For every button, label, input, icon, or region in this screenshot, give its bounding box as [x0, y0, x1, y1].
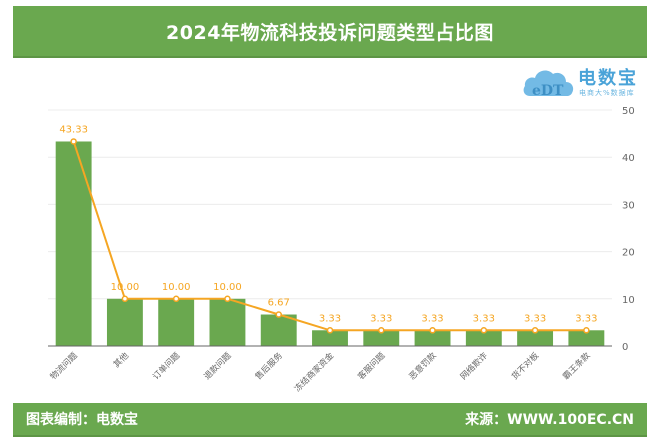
- cloud-logo-icon: eDT: [523, 70, 574, 99]
- y-tick-label: 10: [622, 295, 635, 306]
- footer-banner: 图表编制：电数宝 来源：WWW.100EC.CN: [13, 403, 647, 437]
- chart-title: 2024年物流科技投诉问题类型占比图: [166, 21, 494, 44]
- line-point: [70, 138, 77, 145]
- bar: [568, 330, 605, 346]
- y-tick-label: 0: [622, 342, 628, 353]
- line-point: [172, 295, 180, 303]
- x-tick-label: 退款问题: [202, 350, 234, 382]
- data-label: 10.00: [213, 282, 242, 293]
- x-tick-label: 售后服务: [253, 350, 285, 382]
- bar: [158, 298, 195, 346]
- x-tick-label: 冻结商家资金: [292, 350, 336, 394]
- line-point: [224, 295, 231, 303]
- logo-brand-text: 电数宝: [578, 68, 638, 89]
- bar: [414, 330, 451, 346]
- y-tick-label: 50: [622, 106, 635, 117]
- x-tick-label: 物流问题: [48, 350, 80, 382]
- x-tick-label: 网络欺诈: [458, 350, 490, 382]
- line-point: [429, 327, 436, 334]
- bar: [209, 298, 246, 346]
- chart-title-banner: 2024年物流科技投诉问题类型占比图: [13, 6, 647, 58]
- bar: [260, 314, 297, 346]
- bar: [312, 330, 348, 346]
- line-point: [275, 311, 282, 318]
- logo-subtitle: 电商大%数据库: [579, 89, 635, 97]
- data-label: 10.00: [162, 282, 191, 293]
- y-tick-label: 30: [622, 200, 635, 211]
- data-label: 43.33: [59, 124, 88, 135]
- data-label: 10.00: [111, 282, 140, 293]
- y-tick-label: 40: [622, 153, 635, 164]
- y-tick-label: 20: [622, 248, 635, 259]
- x-tick-label: 货不对板: [509, 350, 541, 382]
- line-point: [326, 327, 334, 334]
- data-source: 来源：WWW.100EC.CN: [465, 412, 634, 428]
- x-tick-label: 客服问题: [356, 350, 388, 382]
- chart-credit: 图表编制：电数宝: [26, 412, 138, 428]
- data-label: 3.33: [370, 313, 392, 324]
- x-tick-label: 恶意罚款: [407, 350, 439, 382]
- line-point: [583, 327, 590, 334]
- bar: [55, 141, 92, 346]
- bar: [363, 330, 400, 346]
- line-point: [531, 327, 539, 334]
- trend-line: [72, 141, 587, 332]
- line-point: [378, 327, 385, 334]
- data-label: 3.33: [524, 313, 546, 324]
- bar: [106, 298, 143, 346]
- x-tick-label: 其他: [111, 350, 131, 370]
- data-label: 3.33: [421, 313, 443, 324]
- data-label: 3.33: [473, 313, 495, 324]
- line-point: [480, 327, 488, 334]
- bar: [517, 330, 554, 346]
- bar: [465, 330, 502, 346]
- line-point: [121, 295, 129, 303]
- data-label: 3.33: [575, 313, 597, 324]
- svg-text:eDT: eDT: [532, 83, 564, 99]
- brand-logo: eDT 电数宝 电商大%数据库: [522, 62, 652, 102]
- x-tick-label: 订单问题: [150, 350, 182, 382]
- data-label: 6.67: [268, 298, 290, 309]
- x-tick-label: 霸王条款: [561, 350, 593, 382]
- data-label: 3.33: [319, 313, 341, 324]
